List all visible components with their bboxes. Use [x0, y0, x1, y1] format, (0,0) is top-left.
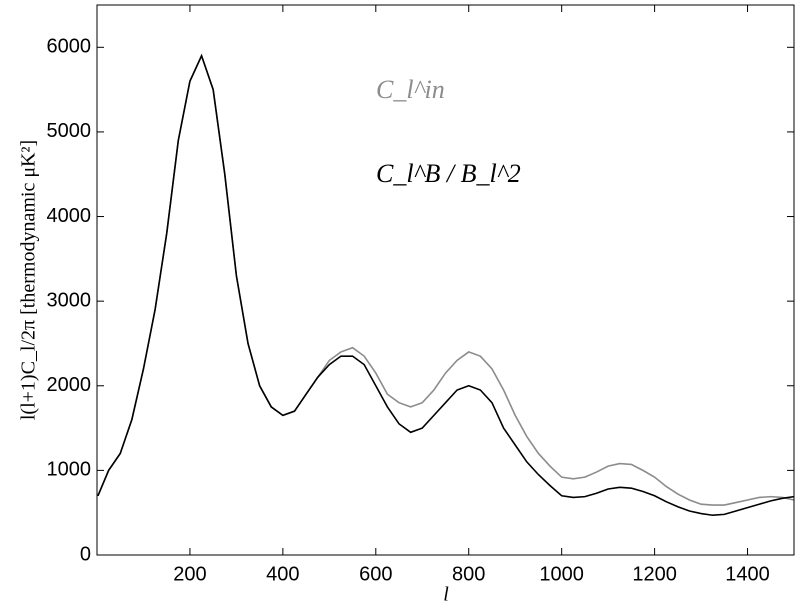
x-tick-label: 800 [452, 563, 485, 585]
plot-frame [96, 4, 795, 556]
data-line [97, 53, 795, 517]
legend-label: C_l^in [376, 75, 445, 104]
x-axis-label: l [443, 584, 449, 606]
y-tick-label: 5000 [47, 120, 92, 142]
x-tick-label: 400 [266, 563, 299, 585]
x-tick-label: 1200 [632, 563, 677, 585]
y-tick-label: 3000 [47, 289, 92, 311]
x-tick-label: 200 [173, 563, 206, 585]
y-tick-label: 1000 [47, 459, 92, 481]
data-line [97, 53, 795, 506]
y-axis-label: l(l+1)C_l/2π [thermodynamic μK²] [18, 140, 40, 420]
x-tick-label: 1400 [725, 563, 770, 585]
y-tick-label: 2000 [47, 374, 92, 396]
legend-label: C_l^B / B_l^2 [376, 159, 521, 188]
x-tick-label: 1000 [539, 563, 584, 585]
y-tick-label: 0 [80, 543, 91, 565]
y-tick-label: 4000 [47, 205, 92, 227]
y-tick-label: 6000 [47, 36, 92, 58]
x-tick-label: 600 [359, 563, 392, 585]
